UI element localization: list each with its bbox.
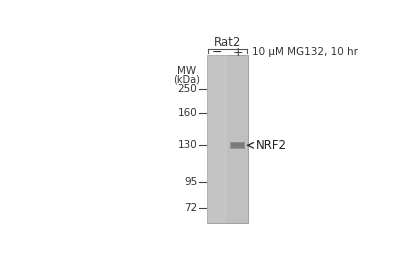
Text: −: − (212, 46, 223, 59)
Bar (232, 144, 244, 147)
Text: 10 μM MG132, 10 hr: 10 μM MG132, 10 hr (252, 47, 358, 57)
Text: 250: 250 (178, 84, 197, 94)
Text: +: + (232, 46, 243, 59)
Bar (206, 55, 227, 223)
Text: 95: 95 (184, 177, 197, 187)
Text: MW: MW (177, 66, 196, 76)
Bar (230, 142, 245, 149)
Text: NRF2: NRF2 (256, 139, 287, 152)
Text: 160: 160 (178, 108, 197, 118)
Text: (kDa): (kDa) (173, 75, 200, 85)
Text: 72: 72 (184, 203, 197, 213)
Bar (227, 55, 248, 223)
Text: 130: 130 (178, 140, 197, 150)
Text: Rat2: Rat2 (214, 36, 241, 49)
Bar (230, 141, 245, 149)
Bar (231, 142, 244, 148)
Bar (231, 143, 244, 148)
Bar (231, 143, 244, 148)
Bar (206, 55, 248, 223)
